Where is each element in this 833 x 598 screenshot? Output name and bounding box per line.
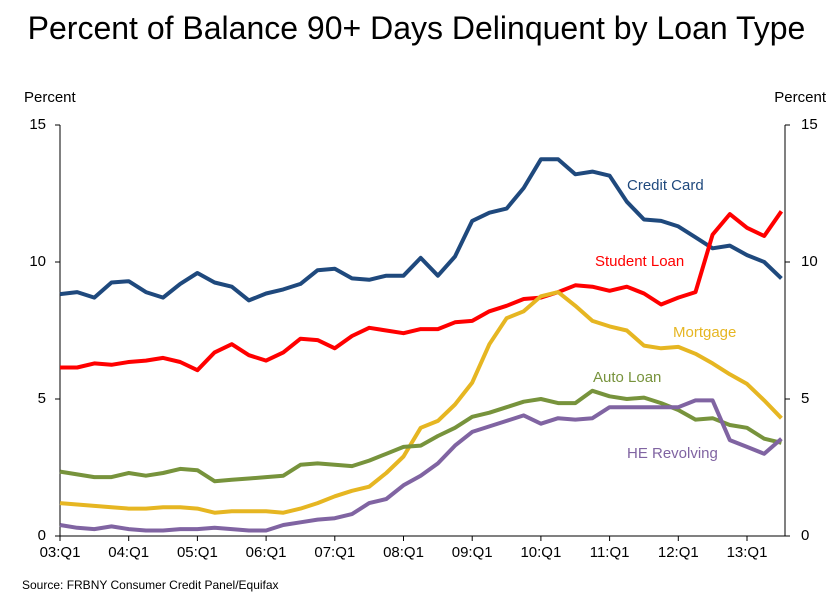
x-tick-label: 07:Q1 [314,544,355,561]
y-tick-label: 5 [38,390,46,407]
x-tick-label: 04:Q1 [108,544,149,561]
y-axis-label: Percent [24,89,77,106]
x-tick-label: 10:Q1 [520,544,561,561]
series-label: HE Revolving [627,445,718,462]
chart-title: Percent of Balance 90+ Days Delinquent b… [27,10,806,46]
x-tick-label: 09:Q1 [452,544,493,561]
x-tick-label: 12:Q1 [658,544,699,561]
y-tick-label: 0 [38,527,46,544]
y2-tick-label: 10 [801,253,818,270]
series-label: Credit Card [627,177,704,194]
series-label: Student Loan [595,253,684,270]
series-line [59,388,782,484]
series-label: Mortgage [673,324,736,341]
y2-tick-label: 15 [801,116,818,133]
x-tick-label: 08:Q1 [383,544,424,561]
y-tick-label: 15 [29,116,46,133]
x-tick-label: 03:Q1 [40,544,81,561]
series-label: Auto Loan [593,369,661,386]
series-line [60,210,784,373]
x-tick-label: 11:Q1 [590,544,630,561]
source-note: Source: FRBNY Consumer Credit Panel/Equi… [22,578,279,592]
y2-tick-label: 5 [801,390,809,407]
series-line [59,290,783,515]
series-line [59,398,783,533]
y2-axis-label: Percent [774,89,827,106]
x-tick-label: 06:Q1 [246,544,287,561]
y2-tick-label: 0 [801,527,809,544]
x-tick-label: 13:Q1 [727,544,768,561]
series-line [59,157,783,303]
y-tick-label: 10 [29,253,46,270]
x-tick-label: 05:Q1 [177,544,218,561]
